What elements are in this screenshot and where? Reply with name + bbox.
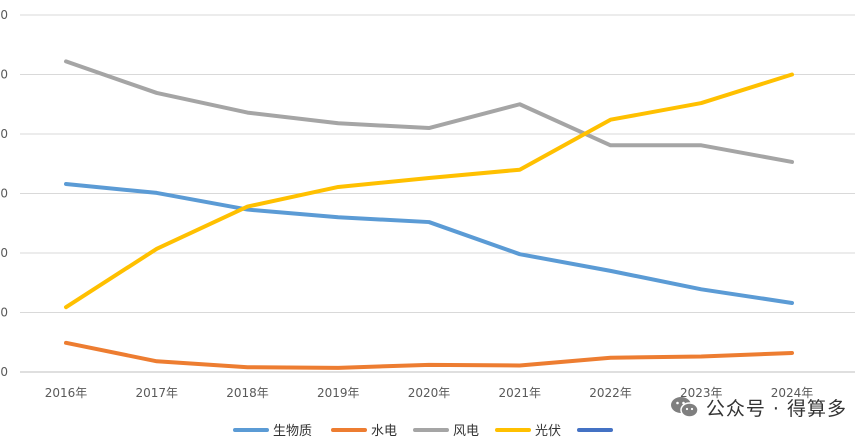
legend-label: 生物质 [273, 424, 312, 439]
x-axis: 2016年 2017年 2018年 2019年 2020年 2021年 2022年 2023年… [20, 371, 855, 400]
legend: 生物质 水电 风电 光伏 [233, 424, 613, 439]
x-tick-label: 2024年 [771, 386, 814, 400]
x-tick-label: 2019年 [317, 386, 360, 400]
x-tick-label: 2022年 [589, 386, 632, 400]
gridlines [20, 14, 855, 313]
x-tick-label: 2020年 [408, 386, 451, 400]
y-tick-label: 0 [0, 365, 8, 379]
legend-label: 光伏 [535, 424, 561, 439]
watermark-text: 公众号 · 得算多 [705, 397, 847, 420]
series-line-2 [64, 59, 794, 164]
x-tick-label: 2017年 [135, 386, 178, 400]
x-tick-label: 2018年 [226, 386, 269, 400]
series-line-3 [64, 72, 794, 310]
y-tick-label: 10 [0, 306, 8, 320]
y-tick-label: 40 [0, 127, 8, 141]
y-tick-label: 20 [0, 246, 8, 260]
x-tick-label: 2023年 [680, 386, 723, 400]
series-line-1 [64, 340, 794, 370]
legend-label: 风电 [453, 424, 479, 439]
y-axis: 0 10 20 30 40 50 60 [0, 8, 8, 379]
y-tick-label: 60 [0, 8, 8, 22]
series-line-0 [64, 181, 794, 305]
x-tick-label: 2021年 [498, 386, 541, 400]
x-tick-label: 2016年 [45, 386, 88, 400]
y-tick-label: 50 [0, 68, 8, 82]
wechat-icon [670, 397, 699, 418]
legend-label: 水电 [371, 424, 397, 439]
series-lines [64, 59, 794, 370]
y-tick-label: 30 [0, 187, 8, 201]
watermark: 公众号 · 得算多 [670, 392, 847, 422]
